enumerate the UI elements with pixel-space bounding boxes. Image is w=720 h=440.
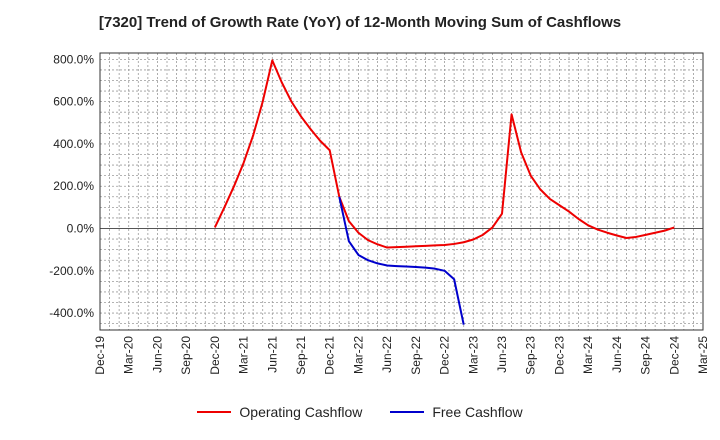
series-line-operating-cashflow	[213, 59, 675, 249]
x-tick-label: Jun-21	[265, 336, 279, 373]
x-tick-label: Sep-23	[524, 336, 538, 375]
x-tick-label: Dec-20	[208, 336, 222, 375]
x-tick-label: Sep-22	[409, 336, 423, 375]
y-tick-label: -400.0%	[49, 306, 94, 320]
legend: Operating Cashflow Free Cashflow	[0, 404, 720, 420]
x-tick-label: Sep-20	[179, 336, 193, 375]
legend-swatch-operating-cashflow	[197, 411, 232, 413]
legend-item-free-cashflow: Free Cashflow	[390, 404, 523, 420]
legend-swatch-free-cashflow	[390, 411, 425, 413]
x-tick-label: Dec-19	[93, 336, 107, 375]
x-tick-label: Mar-24	[581, 336, 595, 374]
plot-background	[100, 53, 703, 330]
x-tick-label: Mar-25	[696, 336, 710, 374]
x-tick-label: Dec-22	[438, 336, 452, 375]
x-tick-label: Mar-21	[237, 336, 251, 374]
legend-label-operating-cashflow: Operating Cashflow	[239, 404, 363, 420]
y-tick-label: 800.0%	[53, 52, 94, 66]
legend-item-operating-cashflow: Operating Cashflow	[197, 404, 362, 420]
x-tick-label: Mar-22	[351, 336, 365, 374]
legend-label-free-cashflow: Free Cashflow	[432, 404, 523, 420]
x-tick-label: Mar-20	[122, 336, 136, 374]
series-line-free-cashflow	[338, 196, 465, 325]
chart-title: [7320] Trend of Growth Rate (YoY) of 12-…	[98, 14, 622, 31]
x-tick-label: Dec-21	[323, 336, 337, 375]
x-tick-label: Dec-24	[667, 336, 681, 375]
x-tick-label: Mar-23	[466, 336, 480, 374]
x-tick-label: Jun-22	[380, 336, 394, 373]
x-tick-label: Jun-20	[150, 336, 164, 373]
x-tick-label: Dec-23	[552, 336, 566, 375]
x-tick-label: Sep-21	[294, 336, 308, 375]
x-tick-label: Jun-24	[610, 336, 624, 373]
y-tick-label: -200.0%	[49, 264, 94, 278]
y-tick-label: 600.0%	[53, 95, 94, 109]
y-tick-label: 400.0%	[53, 137, 94, 151]
x-tick-label: Sep-24	[639, 336, 653, 375]
y-tick-label: 200.0%	[53, 179, 94, 193]
x-tick-label: Jun-23	[495, 336, 509, 373]
plot-border	[99, 52, 704, 331]
y-tick-label: 0.0%	[67, 222, 95, 236]
